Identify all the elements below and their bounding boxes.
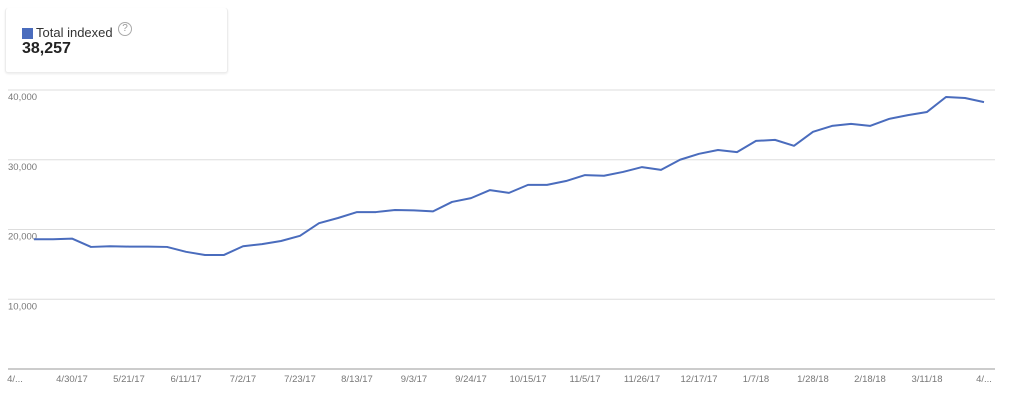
x-tick-label: 2/18/18 [854, 374, 886, 385]
x-tick-label: 7/23/17 [284, 374, 316, 385]
x-tick-label: 6/11/17 [171, 374, 202, 385]
help-icon[interactable]: ? [118, 22, 132, 36]
total-value: 38,257 [22, 40, 71, 57]
x-tick-label: 1/28/18 [797, 374, 829, 385]
x-tick-label: 4/... [976, 374, 992, 385]
x-tick-label: 4/30/17 [56, 374, 88, 385]
x-tick-label: 8/13/17 [341, 374, 373, 385]
x-tick-label: 3/11/18 [912, 374, 943, 385]
y-tick-label: 40,000 [8, 92, 37, 103]
legend-card: Total indexed ? 38,257 [5, 8, 228, 73]
y-tick-label: 30,000 [8, 162, 37, 173]
x-tick-label: 9/24/17 [455, 374, 487, 385]
legend-swatch [22, 28, 33, 39]
x-tick-label: 11/5/17 [570, 374, 601, 385]
y-tick-label: 10,000 [8, 301, 37, 312]
x-tick-label: 4/... [7, 374, 23, 385]
x-tick-label: 11/26/17 [624, 374, 660, 385]
legend-label: Total indexed [36, 25, 113, 40]
x-tick-label: 12/17/17 [681, 374, 718, 385]
x-tick-label: 10/15/17 [510, 374, 547, 385]
x-tick-label: 9/3/17 [401, 374, 427, 385]
series-line [34, 95, 985, 256]
x-tick-label: 5/21/17 [113, 374, 145, 385]
y-tick-label: 20,000 [8, 232, 37, 243]
x-tick-label: 1/7/18 [743, 374, 769, 385]
x-tick-label: 7/2/17 [230, 374, 256, 385]
